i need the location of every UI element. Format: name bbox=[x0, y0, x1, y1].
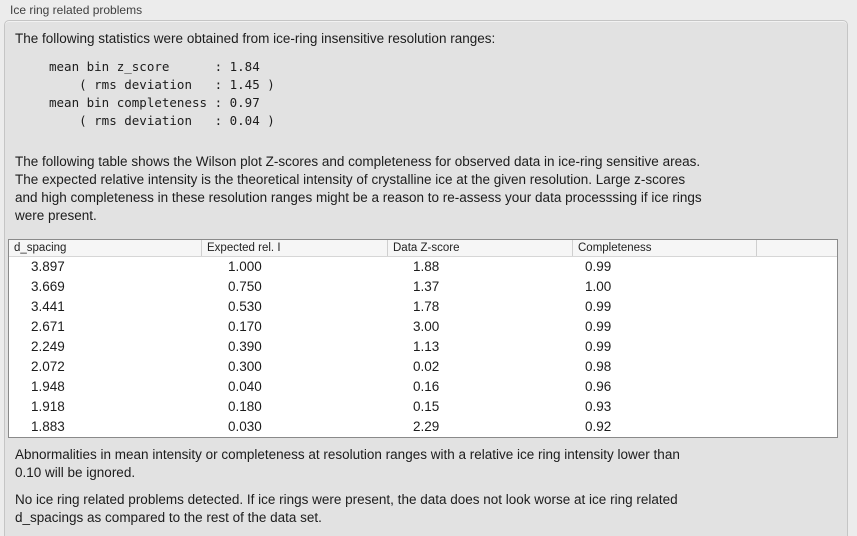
table-cell: 0.750 bbox=[228, 279, 262, 294]
column-header-expected-rel-i[interactable]: Expected rel. I bbox=[202, 240, 388, 256]
table-cell: 0.99 bbox=[585, 339, 612, 354]
table-row[interactable]: 1.883 0.030 2.29 0.92 bbox=[9, 417, 837, 437]
table-cell: 1.918 bbox=[31, 399, 65, 414]
statistics-block: mean bin z_score : 1.84 ( rms deviation … bbox=[49, 59, 275, 128]
table-cell: 1.883 bbox=[31, 419, 65, 434]
table-cell: 0.180 bbox=[228, 399, 262, 414]
table-cell: 0.300 bbox=[228, 359, 262, 374]
table-cell: 1.948 bbox=[31, 379, 65, 394]
table-cell: 1.000 bbox=[228, 259, 262, 274]
table-cell: 0.99 bbox=[585, 319, 612, 334]
table-cell: 1.88 bbox=[413, 259, 440, 274]
table-cell: 0.390 bbox=[228, 339, 262, 354]
table-row[interactable]: 3.897 1.000 1.88 0.99 bbox=[9, 257, 837, 277]
table-cell: 3.669 bbox=[31, 279, 65, 294]
table-cell: 0.040 bbox=[228, 379, 262, 394]
table-cell: 1.78 bbox=[413, 299, 440, 314]
table-row[interactable]: 2.671 0.170 3.00 0.99 bbox=[9, 317, 837, 337]
table-cell: 1.13 bbox=[413, 339, 440, 354]
column-header-data-z-score[interactable]: Data Z-score bbox=[388, 240, 573, 256]
column-header-empty bbox=[757, 240, 837, 256]
column-header-d-spacing[interactable]: d_spacing bbox=[9, 240, 202, 256]
table-cell: 0.93 bbox=[585, 399, 612, 414]
table-cell: 0.98 bbox=[585, 359, 612, 374]
table-cell: 0.15 bbox=[413, 399, 440, 414]
table-cell: 0.030 bbox=[228, 419, 262, 434]
table-cell: 0.99 bbox=[585, 299, 612, 314]
table-header-row: d_spacing Expected rel. I Data Z-score C… bbox=[9, 240, 837, 257]
table-cell: 3.897 bbox=[31, 259, 65, 274]
table-cell: 2.29 bbox=[413, 419, 440, 434]
table-description-text: The following table shows the Wilson plo… bbox=[15, 154, 702, 223]
table-row[interactable]: 1.948 0.040 0.16 0.96 bbox=[9, 377, 837, 397]
table-row[interactable]: 3.441 0.530 1.78 0.99 bbox=[9, 297, 837, 317]
table-row[interactable]: 2.072 0.300 0.02 0.98 bbox=[9, 357, 837, 377]
table-cell: 1.00 bbox=[585, 279, 612, 294]
table-row[interactable]: 2.249 0.390 1.13 0.99 bbox=[9, 337, 837, 357]
table-cell: 2.249 bbox=[31, 339, 65, 354]
conclusion-text: No ice ring related problems detected. I… bbox=[15, 492, 678, 525]
table-cell: 0.170 bbox=[228, 319, 262, 334]
table-cell: 3.441 bbox=[31, 299, 65, 314]
table-cell: 2.671 bbox=[31, 319, 65, 334]
table-cell: 0.16 bbox=[413, 379, 440, 394]
groupbox-title: Ice ring related problems bbox=[10, 3, 143, 17]
table-cell: 0.02 bbox=[413, 359, 440, 374]
table-cell: 0.99 bbox=[585, 259, 612, 274]
table-row[interactable]: 3.669 0.750 1.37 1.00 bbox=[9, 277, 837, 297]
table-cell: 0.530 bbox=[228, 299, 262, 314]
ignore-note-text: Abnormalities in mean intensity or compl… bbox=[15, 447, 680, 480]
table-cell: 3.00 bbox=[413, 319, 440, 334]
ice-ring-table[interactable]: d_spacing Expected rel. I Data Z-score C… bbox=[8, 239, 838, 438]
intro-text: The following statistics were obtained f… bbox=[15, 31, 496, 46]
table-cell: 1.37 bbox=[413, 279, 440, 294]
column-header-completeness[interactable]: Completeness bbox=[573, 240, 757, 256]
table-body: 3.897 1.000 1.88 0.99 3.669 0.750 1.37 1.00 3.44… bbox=[9, 257, 837, 437]
table-row[interactable]: 1.918 0.180 0.15 0.93 bbox=[9, 397, 837, 417]
table-cell: 2.072 bbox=[31, 359, 65, 374]
table-cell: 0.96 bbox=[585, 379, 612, 394]
table-cell: 0.92 bbox=[585, 419, 612, 434]
ice-ring-groupbox: The following statistics were obtained f… bbox=[4, 20, 848, 536]
